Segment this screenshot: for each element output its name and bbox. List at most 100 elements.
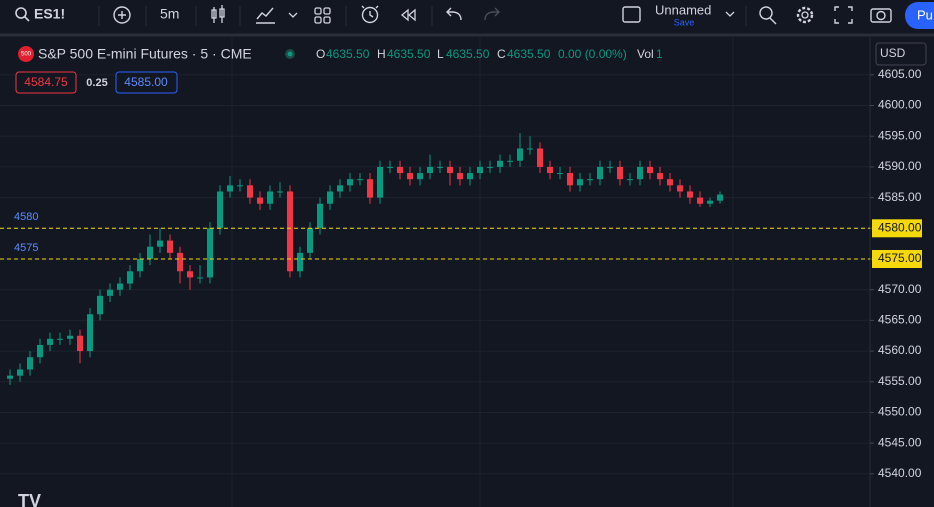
candle-body	[687, 191, 693, 198]
candle-body	[167, 240, 173, 253]
candle-body	[127, 271, 133, 284]
candle-body	[287, 191, 293, 272]
currency-box[interactable]	[875, 42, 927, 66]
candle-body	[447, 166, 453, 174]
fullscreen-icon[interactable]	[834, 6, 853, 24]
y-tick-label: 4550.00	[878, 405, 922, 419]
y-tick-label: 4600.00	[878, 98, 922, 112]
candle-body	[487, 166, 493, 168]
candle-body	[347, 179, 353, 186]
candle-body	[597, 166, 603, 180]
y-tick-label: 4565.00	[878, 313, 922, 327]
indicators-icon[interactable]	[256, 7, 275, 24]
quick-search-icon[interactable]	[759, 6, 773, 20]
candle-body	[457, 173, 463, 180]
y-tick-label: 4570.00	[878, 282, 922, 296]
candle-body	[327, 191, 333, 204]
candle-body	[77, 335, 83, 352]
candle-body	[337, 185, 343, 192]
dropdown[interactable]	[288, 12, 298, 18]
redo-icon[interactable]	[484, 7, 500, 21]
symbol-search[interactable]: ES1!	[15, 6, 65, 22]
change: 0.00 (0.00%)	[558, 47, 627, 61]
candle-body	[187, 271, 193, 278]
legend: 500 S&P 500 E-mini Futures · 5 · CME O 4…	[15, 46, 663, 94]
y-tick-label: 4605.00	[878, 67, 922, 81]
y-tick-label: 4585.00	[878, 190, 922, 204]
candle-body	[707, 200, 713, 204]
y-tick-label: 4595.00	[878, 128, 922, 142]
candle-body	[97, 295, 103, 315]
replay-icon[interactable]	[400, 8, 416, 22]
candle-body	[377, 166, 383, 198]
candle-body	[407, 173, 413, 180]
candle-body	[417, 173, 423, 180]
publish-button[interactable]	[905, 2, 934, 29]
alert-icon[interactable]	[361, 6, 379, 24]
publish-label: Pu	[917, 7, 933, 22]
candle-body	[297, 252, 303, 272]
settings-icon[interactable]	[796, 6, 814, 24]
alert-icon	[361, 5, 379, 18]
sell-box[interactable]	[15, 71, 77, 94]
search-icon-handle	[24, 16, 30, 22]
candle-body	[587, 179, 593, 181]
interval[interactable]: 5m	[160, 6, 179, 22]
market-status	[287, 51, 293, 57]
plus-icon	[113, 6, 131, 24]
candle-body	[107, 289, 113, 296]
candle-body	[667, 179, 673, 186]
snapshot-icon	[876, 10, 886, 21]
candle-body	[87, 314, 93, 352]
candle-body	[637, 166, 643, 180]
vol-value: 1	[656, 47, 663, 61]
undo-icon[interactable]	[446, 7, 462, 21]
candle-body	[27, 357, 33, 370]
candle-body	[117, 283, 123, 290]
ohlc-label: H	[377, 47, 386, 61]
y-tick-label: 4560.00	[878, 343, 922, 357]
symbol: ES1!	[34, 6, 65, 22]
settings-icon	[801, 11, 809, 19]
dropdown[interactable]	[725, 11, 735, 17]
candle-body	[37, 344, 43, 358]
axis-badge-label: 4575.00	[878, 251, 922, 265]
tile	[314, 7, 322, 15]
candle-body	[627, 179, 633, 181]
ohlc-label: O	[316, 47, 325, 61]
candle-body	[307, 228, 313, 253]
layout-name[interactable]: Unnamed	[655, 2, 711, 17]
candle-body	[547, 166, 553, 174]
y-tick-label: 4590.00	[878, 159, 922, 173]
candle-body	[227, 185, 233, 192]
templates-icon[interactable]	[314, 7, 331, 24]
candle-body	[137, 258, 143, 272]
candle-body	[267, 191, 273, 204]
search-icon	[15, 7, 27, 19]
candle-body	[557, 173, 563, 175]
candle-body	[527, 148, 533, 150]
candle-body	[197, 277, 203, 279]
symbol-logo-text: 500	[21, 52, 32, 58]
candle-body	[387, 166, 393, 168]
compare-button[interactable]	[113, 6, 131, 24]
candle-body	[367, 179, 373, 198]
buy-box[interactable]	[115, 71, 178, 94]
y-tick-label: 4540.00	[878, 466, 922, 480]
axis-badge-label: 4580.00	[878, 220, 922, 234]
layout-status: Save	[674, 17, 695, 27]
toolbar: ES1! 5m Unnamed Save	[0, 0, 934, 37]
candle-body	[697, 197, 703, 204]
tv-logo: TV	[18, 491, 41, 507]
symbol-logo	[18, 46, 34, 62]
candle-body	[17, 369, 23, 376]
candle-body	[607, 166, 613, 168]
chart-type-icon[interactable]	[211, 5, 225, 23]
vol-label: Vol	[637, 47, 654, 61]
snapshot-icon[interactable]	[870, 8, 892, 23]
candle-body	[467, 173, 473, 180]
plus-icon	[118, 11, 126, 19]
layout-icon[interactable]	[622, 6, 641, 23]
